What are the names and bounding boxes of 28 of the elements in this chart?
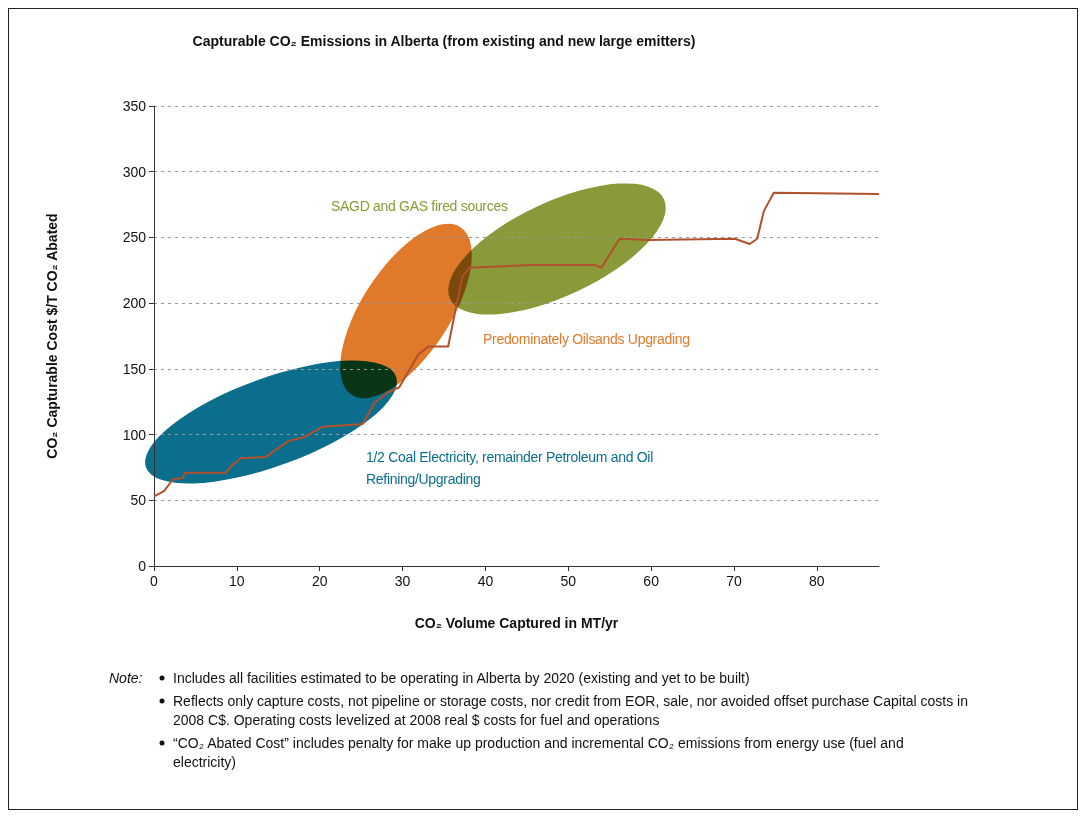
y-tick-label: 250 <box>122 229 147 246</box>
y-axis-title: CO₂ Capturable Cost $/T CO₂ Abated <box>44 213 60 459</box>
x-tick-label: 20 <box>311 573 328 589</box>
text: Reflects only capture costs, not pipeline or storage costs, nor credit from EOR, sale, nor avoided offset purchase Capital costs in 2008 C$. Operating costs levelized at 2008 real $ costs for fuel and operations <box>173 692 969 730</box>
y-tick-label: 100 <box>122 426 147 443</box>
annotation: 1/2 Coal Electricity, remainder Petroleum and Oil Refining/Upgrading <box>366 448 654 489</box>
y-tick-label: 150 <box>122 360 147 377</box>
x-tick-label: 80 <box>809 573 825 589</box>
chart-title: Capturable CO₂ Emissions in Alberta (from existing and new large emitters) <box>192 33 696 49</box>
y-tick-label: 0 <box>138 558 147 574</box>
x-tick-label: 40 <box>477 573 494 589</box>
x-tick-label: 0 <box>150 573 159 589</box>
annotation: SAGD and GAS fired sources <box>331 197 509 216</box>
y-tick-label: 200 <box>122 295 147 312</box>
x-axis-title: CO₂ Volume Captured in MT/yr <box>414 615 619 631</box>
x-tick-label: 60 <box>643 573 660 589</box>
annotation: Predominately Oilsands Upgrading <box>483 330 691 349</box>
text: Note: <box>109 669 144 688</box>
line-series <box>153 191 880 498</box>
x-tick-label: 50 <box>560 573 577 589</box>
x-tick-label: 30 <box>394 573 411 589</box>
x-tick-label: 10 <box>229 573 245 589</box>
y-tick-label: 50 <box>130 492 147 509</box>
y-tick-label: 300 <box>122 163 147 180</box>
text: “CO₂ Abated Cost” includes penalty for make up production and incremental CO₂ emissions from energy use (fuel and electricity) <box>173 734 905 772</box>
text: Includes all facilities estimated to be operating in Alberta by 2020 (existing and yet to be built) <box>173 669 750 688</box>
x-tick-label: 70 <box>726 573 742 589</box>
y-tick-label: 350 <box>122 98 147 114</box>
